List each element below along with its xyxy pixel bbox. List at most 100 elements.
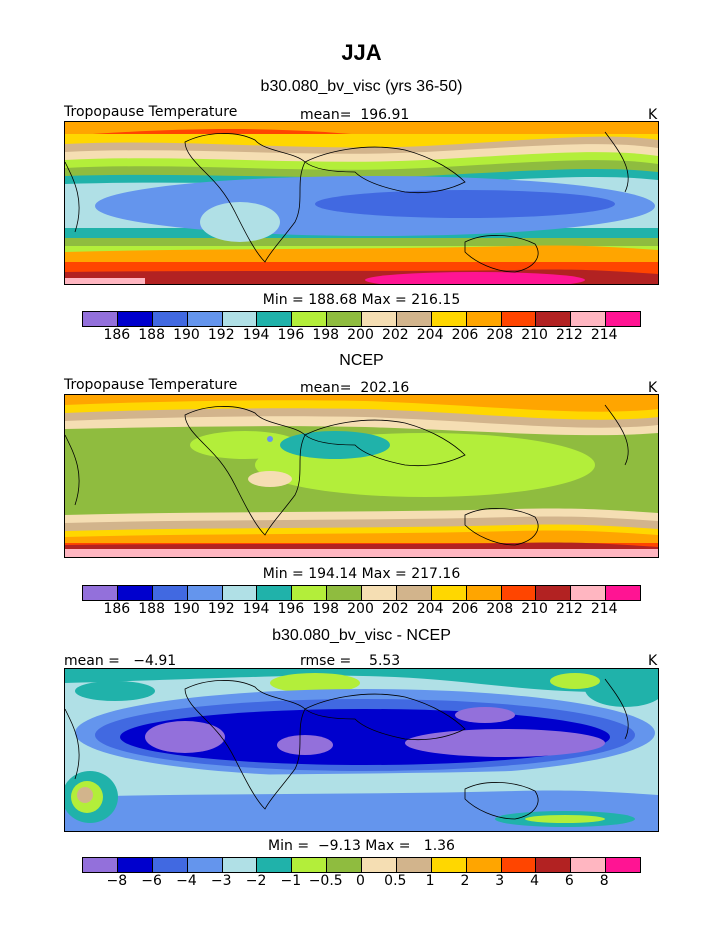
colorbar-tick-label: 194	[242, 327, 270, 343]
colorbar-tick-label: 198	[312, 601, 340, 617]
panel3-mean-label: mean = −4.91	[64, 653, 177, 669]
colorbar-tick-label: 2	[460, 873, 470, 889]
panel1-contour-plot	[65, 122, 658, 284]
figure-title: JJA	[341, 40, 382, 65]
colorbar-swatch	[536, 858, 572, 872]
colorbar-tick-label: 192	[207, 327, 235, 343]
colorbar-tick-label: 202	[381, 601, 409, 617]
colorbar-tick-label: 8	[599, 873, 609, 889]
colorbar-tick-label: 190	[173, 601, 200, 617]
panel2-subtitle: NCEP	[339, 352, 384, 369]
colorbar-tick-label: 186	[103, 601, 131, 617]
colorbar-tick-label: 208	[486, 601, 514, 617]
colorbar-swatch	[187, 858, 223, 872]
colorbar-swatch	[606, 312, 640, 326]
panel2-variable-label: Tropopause Temperature	[64, 377, 238, 393]
colorbar-tick-label: 1	[425, 873, 435, 889]
panel1-map	[64, 121, 659, 285]
panel3-rmse-label: rmse = 5.53	[300, 653, 401, 669]
colorbar-tick-label: 206	[451, 601, 479, 617]
colorbar-swatch	[222, 858, 258, 872]
colorbar-swatch	[292, 312, 328, 326]
colorbar-swatch	[606, 858, 640, 872]
colorbar-swatch	[117, 312, 153, 326]
colorbar-tick-label: 192	[207, 601, 235, 617]
colorbar-swatch	[152, 586, 188, 600]
colorbar-swatch	[536, 586, 572, 600]
colorbar-swatch	[501, 312, 537, 326]
colorbar-tick-label: 204	[416, 601, 444, 617]
colorbar-swatch	[152, 312, 188, 326]
colorbar-tick-label: 200	[347, 601, 374, 617]
colorbar-swatch	[362, 586, 397, 600]
colorbar-swatch	[362, 312, 397, 326]
colorbar-swatch	[222, 586, 258, 600]
colorbar-swatch	[571, 312, 607, 326]
colorbar-swatch	[466, 858, 502, 872]
colorbar-swatch	[83, 586, 118, 600]
colorbar-tick-label: 188	[138, 327, 165, 343]
colorbar-tick-label: −4	[176, 873, 197, 889]
colorbar-tick-label: 196	[277, 601, 305, 617]
panel3-map	[64, 668, 659, 832]
colorbar-swatch	[222, 312, 258, 326]
colorbar-swatch	[362, 858, 397, 872]
colorbar-swatch	[327, 312, 362, 326]
colorbar-tick-label: 0	[356, 873, 365, 889]
colorbar-swatch	[431, 586, 467, 600]
colorbar-tick-label: −8	[106, 873, 128, 889]
colorbar-tick-label: 200	[347, 327, 374, 343]
colorbar-tick-label: 212	[556, 601, 583, 617]
panel3-contour-plot	[65, 669, 658, 831]
colorbar-tick-label: 206	[451, 327, 479, 343]
colorbar-swatch	[501, 858, 537, 872]
colorbar-tick-label: 202	[381, 327, 409, 343]
colorbar-tick-label: 4	[530, 873, 540, 889]
colorbar-swatch	[431, 858, 467, 872]
colorbar-swatch	[257, 586, 293, 600]
colorbar-swatch	[83, 312, 118, 326]
colorbar-tick-label: 214	[590, 327, 618, 343]
colorbar-tick-label: 214	[590, 601, 618, 617]
panel3-subtitle: b30.080_bv_visc - NCEP	[272, 627, 451, 644]
colorbar-tick-label: 186	[103, 327, 131, 343]
colorbar-swatch	[83, 858, 118, 872]
colorbar-swatch	[396, 586, 432, 600]
colorbar-swatch	[466, 312, 502, 326]
colorbar-swatch	[571, 858, 607, 872]
colorbar-swatch	[292, 858, 328, 872]
panel3-colorbar-ticks: −8 −6 −4 −3 −2 −1 −0.5 0 0.5 1 2 3 4 6 8	[82, 873, 639, 891]
panel3-minmax: Min = −9.13 Max = 1.36	[268, 838, 455, 854]
colorbar-tick-label: −3	[210, 873, 232, 889]
colorbar-tick-label: 194	[242, 601, 270, 617]
colorbar-swatch	[606, 586, 640, 600]
panel2-minmax: Min = 194.14 Max = 217.16	[262, 566, 461, 582]
colorbar-tick-label: 188	[138, 601, 165, 617]
colorbar-swatch	[257, 858, 293, 872]
colorbar-swatch	[117, 858, 153, 872]
panel1-subtitle: b30.080_bv_visc (yrs 36-50)	[260, 78, 463, 95]
colorbar-swatch	[571, 586, 607, 600]
panel2-colorbar-ticks: 186 188 190 192 194 196 198 200 202 204 206 208 210 2…	[82, 601, 639, 619]
panel3-unit-label: K	[648, 653, 658, 669]
colorbar-tick-label: −1	[280, 873, 302, 889]
colorbar-swatch	[327, 586, 362, 600]
colorbar-tick-label: 210	[521, 327, 548, 343]
panel3-colorbar	[82, 857, 641, 873]
colorbar-swatch	[257, 312, 293, 326]
colorbar-swatch	[536, 312, 572, 326]
colorbar-swatch	[152, 858, 188, 872]
colorbar-tick-label: 208	[486, 327, 514, 343]
panel2-map	[64, 394, 659, 558]
colorbar-tick-label: 196	[277, 327, 305, 343]
colorbar-swatch	[396, 858, 432, 872]
panel1-colorbar-ticks: 186 188 190 192 194 196 198 200 202 204 206 208 210 2…	[82, 327, 639, 345]
colorbar-swatch	[327, 858, 362, 872]
panel1-unit-label: K	[648, 107, 658, 123]
colorbar-tick-label: 0.5	[384, 873, 407, 889]
panel2-colorbar	[82, 585, 641, 601]
colorbar-tick-label: 210	[521, 601, 548, 617]
colorbar-tick-label: 198	[312, 327, 340, 343]
panel1-minmax: Min = 188.68 Max = 216.15	[262, 292, 461, 308]
colorbar-swatch	[466, 586, 502, 600]
